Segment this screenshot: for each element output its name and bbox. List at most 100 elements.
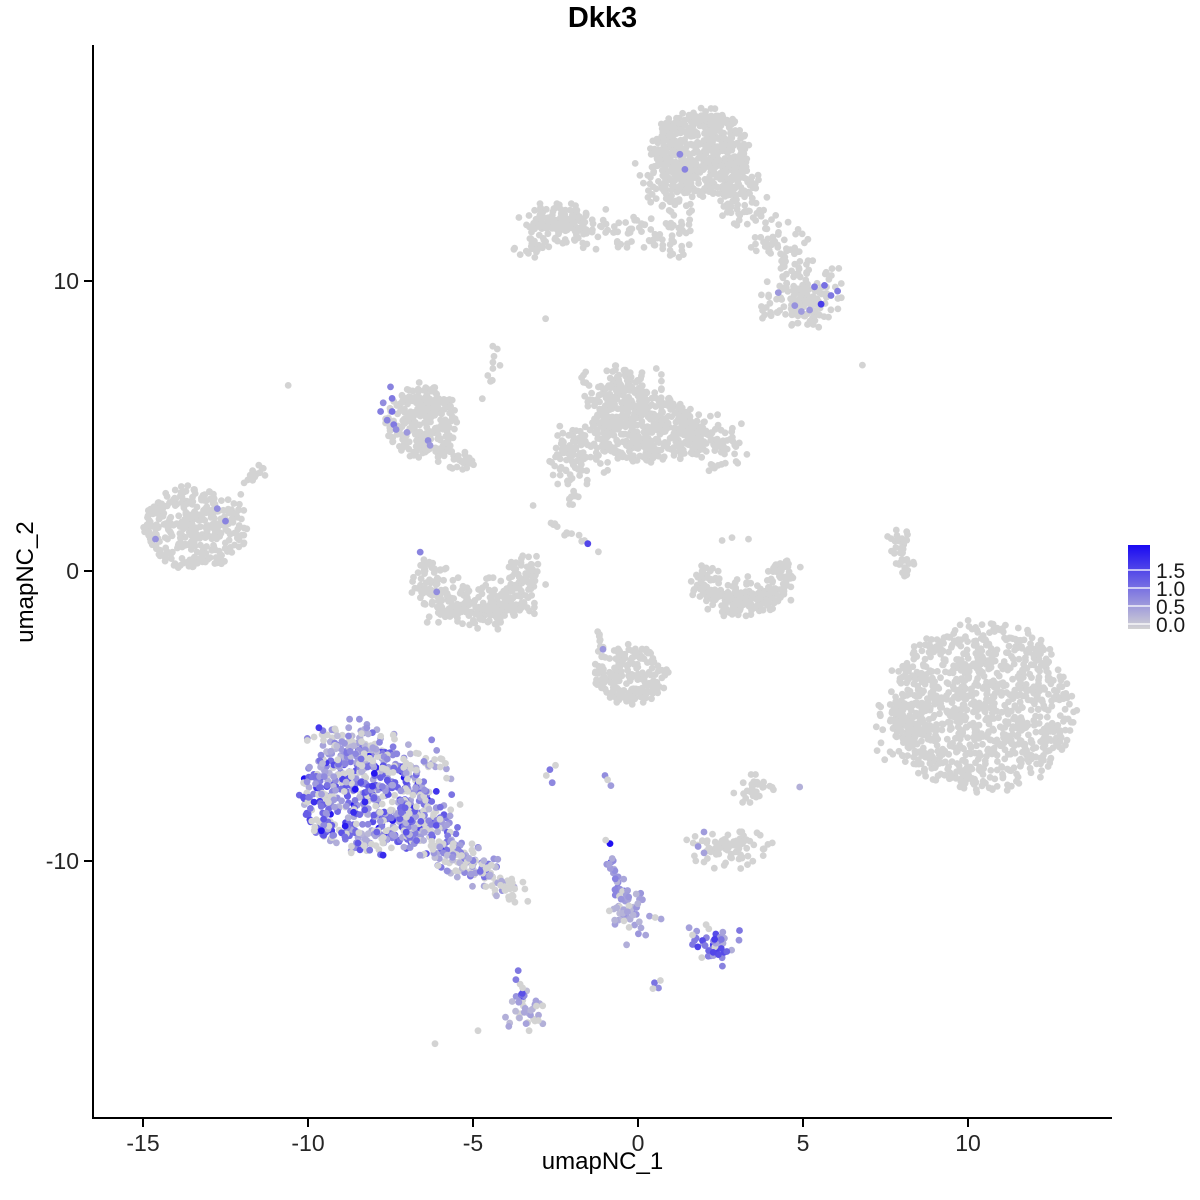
data-point: [658, 185, 666, 193]
data-point: [759, 314, 766, 322]
data-point: [979, 740, 986, 748]
data-point: [873, 747, 881, 754]
data-point: [901, 758, 909, 765]
data-point: [952, 774, 960, 782]
data-point: [780, 261, 788, 269]
data-point: [946, 742, 954, 750]
data-point: [695, 427, 703, 435]
data-point: [163, 549, 170, 557]
data-point: [804, 257, 812, 265]
data-point: [202, 558, 209, 566]
data-point: [981, 708, 989, 716]
data-point: [198, 516, 206, 523]
data-point: [667, 197, 675, 205]
data-point: [927, 736, 935, 744]
data-point: [231, 541, 238, 549]
data-point: [998, 763, 1005, 770]
data-point: [950, 706, 957, 714]
data-point: [792, 230, 799, 238]
data-point: [623, 695, 630, 703]
data-point: [347, 849, 355, 857]
data-point: [1014, 624, 1022, 632]
data-point: [1038, 644, 1046, 652]
data-point: [537, 220, 545, 228]
data-point: [991, 657, 999, 665]
data-point: [361, 798, 369, 806]
data-point: [625, 402, 633, 410]
data-point: [722, 605, 730, 613]
data-point: [552, 444, 560, 452]
data-point: [679, 109, 686, 117]
data-point: [679, 226, 686, 234]
data-point: [423, 618, 431, 626]
data-point: [926, 760, 934, 767]
data-point: [1050, 694, 1058, 701]
data-point: [656, 231, 664, 238]
data-point: [805, 266, 813, 274]
data-point: [738, 420, 745, 428]
data-point: [759, 783, 767, 791]
data-point: [549, 471, 557, 479]
data-point: [748, 199, 756, 206]
data-point: [747, 244, 755, 251]
data-point: [625, 431, 633, 439]
data-point: [428, 429, 436, 437]
data-point: [690, 118, 698, 126]
data-point: [712, 844, 720, 851]
data-point: [675, 196, 683, 203]
data-point: [422, 384, 430, 391]
data-point: [900, 662, 908, 670]
data-point: [621, 654, 629, 662]
data-point: [615, 647, 623, 654]
data-point: [989, 725, 997, 733]
data-point: [428, 410, 436, 418]
data-point: [700, 581, 708, 589]
data-point: [655, 178, 662, 185]
data-point: [415, 388, 422, 395]
data-point: [711, 159, 719, 166]
data-point: [748, 173, 756, 181]
data-point: [640, 179, 647, 187]
data-point: [758, 303, 765, 310]
data-point: [670, 444, 678, 451]
data-point: [886, 701, 894, 708]
data-point: [738, 854, 746, 862]
data-point: [188, 520, 196, 528]
data-point: [921, 753, 929, 761]
data-point: [582, 368, 590, 376]
data-point: [974, 658, 982, 666]
data-point: [918, 737, 925, 745]
data-point: [666, 247, 674, 254]
data-point: [447, 608, 455, 616]
data-point: [691, 187, 698, 195]
data-point: [735, 174, 743, 182]
data-point: [183, 511, 190, 519]
data-point: [754, 582, 761, 590]
data-point: [784, 218, 792, 226]
data-point: [584, 441, 591, 449]
data-point: [994, 758, 1001, 765]
data-point: [420, 778, 428, 785]
data-point: [1019, 748, 1026, 756]
data-point: [144, 512, 152, 519]
data-point: [400, 437, 408, 444]
data-point: [688, 157, 696, 164]
data-point: [1025, 731, 1032, 739]
data-point: [982, 637, 990, 644]
data-point: [931, 756, 939, 764]
data-point: [619, 660, 626, 668]
data-point: [687, 578, 695, 585]
data-point: [921, 700, 928, 708]
data-point: [737, 189, 745, 197]
data-point: [528, 223, 536, 231]
data-point: [414, 584, 422, 592]
data-point: [658, 385, 665, 393]
data-point: [1039, 736, 1046, 744]
data-point: [740, 790, 747, 798]
data-point: [162, 544, 170, 552]
data-point: [729, 115, 736, 123]
data-point: [988, 680, 996, 688]
data-point: [432, 395, 440, 403]
data-point: [509, 608, 516, 616]
